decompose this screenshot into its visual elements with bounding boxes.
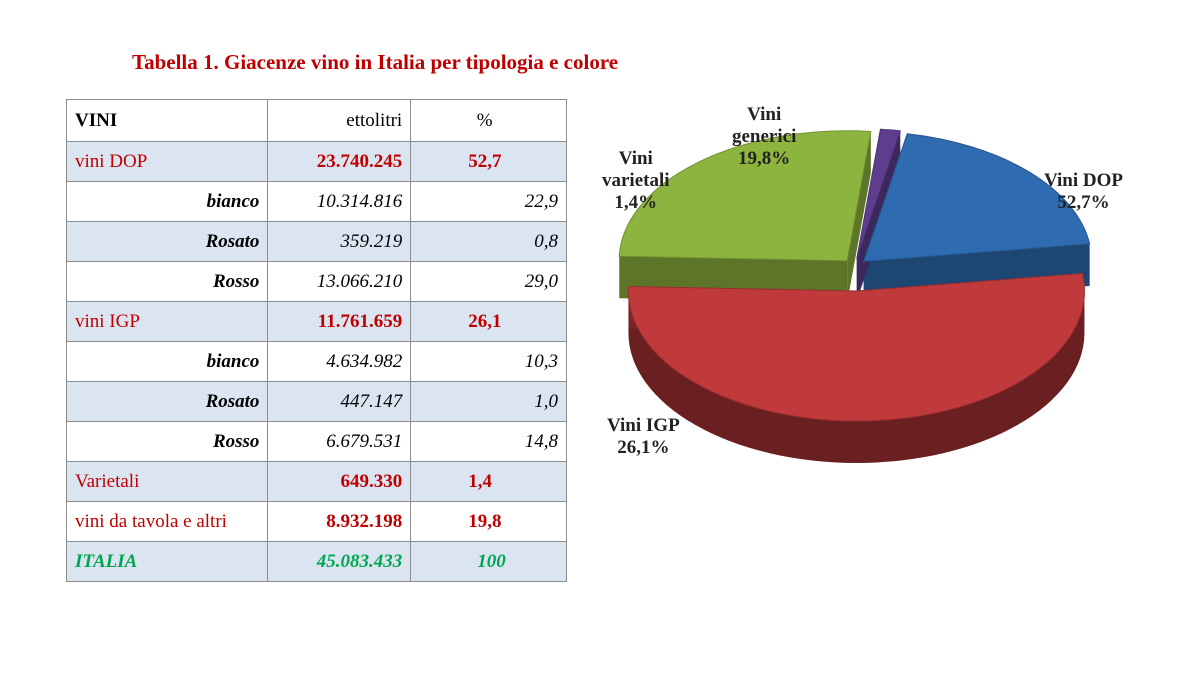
table-row: vini IGP 11.761.659 26,1 [65,301,567,342]
row-value: 45.083.433 [267,541,412,582]
row-name: vini da tavola e altri [65,501,269,542]
pie-slice-face [847,131,871,303]
pie-slice-side [628,291,1085,463]
row-percent: 14,8 [410,421,567,462]
row-name: Varietali [65,461,269,502]
row-percent: 19,8 [410,501,567,542]
table-row: Rosato 359.219 0,8 [65,221,567,262]
slice-percent-label: 26,1% [617,437,670,458]
table-row: bianco 4.634.982 10,3 [65,341,567,382]
table-header-row: VINI ettolitri % [65,99,567,142]
row-value: 8.932.198 [267,501,412,542]
slice-label-line2: varietali [602,170,670,191]
pie-chart [618,128,1091,463]
table-row: bianco 10.314.816 22,9 [65,181,567,222]
row-name: bianco [65,341,269,382]
row-percent: 26,1 [410,301,567,342]
slice-percent-label: 52,7% [1057,192,1110,213]
row-percent: 0,8 [410,221,567,262]
row-value: 11.761.659 [267,301,412,342]
slice-label-line2: generici [732,126,797,147]
stock-table: VINI ettolitri % vini DOP 23.740.245 52,… [65,99,567,582]
table-row: Rosso 13.066.210 29,0 [65,261,567,302]
slice-percent-label: 1,4% [614,192,658,213]
table-row: vini DOP 23.740.245 52,7 [65,141,567,182]
table-row: Rosso 6.679.531 14,8 [65,421,567,462]
table-row: vini da tavola e altri 8.932.198 19,8 [65,501,567,542]
row-percent: 22,9 [410,181,567,222]
slice-label-line1: Vini IGP [607,415,680,436]
row-value: 649.330 [267,461,412,502]
row-name: vini DOP [65,141,269,182]
row-name: Rosato [65,381,269,422]
table-total-row: ITALIA 45.083.433 100 [65,541,567,582]
slice-label-igp: Vini IGP 26,1% [607,415,680,459]
row-percent: 29,0 [410,261,567,302]
slice-label-line1: Vini [747,104,782,125]
row-percent: 10,3 [410,341,567,382]
row-name: Rosso [65,261,269,302]
row-value: 10.314.816 [267,181,412,222]
row-value: 6.679.531 [267,421,412,462]
pie-slice [856,128,901,259]
row-percent: 100 [410,541,567,582]
page-title: Tabella 1. Giacenze vino in Italia per t… [132,50,619,74]
header-vini: VINI [65,99,269,142]
row-name: Rosato [65,221,269,262]
row-value: 447.147 [267,381,412,422]
table-row: Varietali 649.330 1,4 [65,461,567,502]
slice-label-generici: Vini generici 19,8% [732,104,796,170]
header-ettolitri: ettolitri [267,99,412,142]
row-percent: 1,4 [410,461,567,502]
slice-label-dop: Vini DOP 52,7% [1044,170,1123,214]
pie-slice [863,133,1091,262]
pie-slice [618,130,872,262]
row-name: ITALIA [65,541,269,582]
row-value: 359.219 [267,221,412,262]
row-name: vini IGP [65,301,269,342]
row-name: bianco [65,181,269,222]
row-value: 13.066.210 [267,261,412,302]
row-percent: 52,7 [410,141,567,182]
slice-label-varietali: Vini varietali 1,4% [602,148,670,214]
slice-label-line1: Vini DOP [1044,170,1123,191]
slice-label-line1: Vini [618,148,653,169]
row-value: 23.740.245 [267,141,412,182]
row-name: Rosso [65,421,269,462]
table-row: Rosato 447.147 1,0 [65,381,567,422]
row-value: 4.634.982 [267,341,412,382]
pie-slice [627,273,1085,422]
row-percent: 1,0 [410,381,567,422]
header-percent: % [410,99,567,142]
slice-percent-label: 19,8% [738,148,791,169]
